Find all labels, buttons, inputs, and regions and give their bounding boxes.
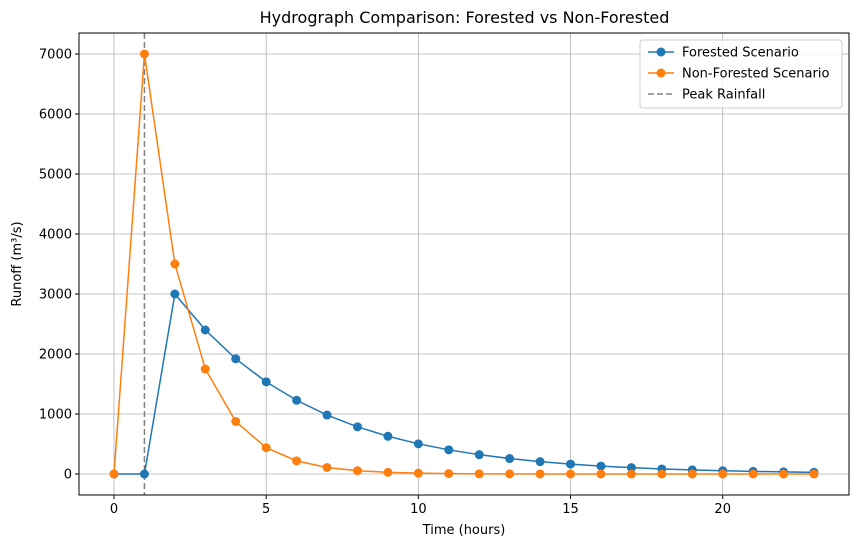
data-point xyxy=(596,461,606,471)
data-point xyxy=(109,469,119,479)
data-point xyxy=(200,364,210,374)
data-point xyxy=(413,468,423,478)
data-point xyxy=(474,450,484,460)
series-line xyxy=(113,53,814,475)
y-tick-label: 1000 xyxy=(39,408,72,423)
legend-swatch-marker xyxy=(656,68,666,78)
y-axis-label: Runoff (m³/s) xyxy=(10,221,25,306)
plot-frame xyxy=(78,32,850,496)
data-point xyxy=(170,289,180,299)
data-point xyxy=(626,469,636,479)
data-point xyxy=(261,377,271,387)
data-point xyxy=(383,431,393,441)
data-point xyxy=(413,439,423,449)
legend-box xyxy=(639,39,843,109)
data-point xyxy=(626,463,636,473)
data-point xyxy=(261,443,271,453)
data-point xyxy=(474,469,484,479)
data-point xyxy=(505,454,515,464)
data-point xyxy=(444,445,454,455)
plot-area xyxy=(78,32,850,496)
grid-lines xyxy=(79,33,849,495)
data-point xyxy=(292,456,302,466)
data-point xyxy=(322,410,332,420)
data-point xyxy=(383,467,393,477)
y-axis: 0 1000 2000 3000 4000 5000 6000 7000 xyxy=(39,48,79,483)
x-tick-label: 20 xyxy=(714,502,731,517)
data-point xyxy=(200,325,210,335)
x-tick-label: 15 xyxy=(562,502,579,517)
legend-swatch-marker xyxy=(656,47,666,57)
x-tick-label: 0 xyxy=(110,502,118,517)
data-point xyxy=(657,469,667,479)
legend-label: Non-Forested Scenario xyxy=(682,67,829,82)
chart-title: Hydrograph Comparison: Forested vs Non-F… xyxy=(260,8,670,27)
data-point xyxy=(139,49,149,59)
data-point xyxy=(535,457,545,467)
data-point xyxy=(718,469,728,479)
data-point xyxy=(322,462,332,472)
data-point xyxy=(292,395,302,405)
data-point xyxy=(596,469,606,479)
x-tick-label: 10 xyxy=(410,502,427,517)
y-tick-label: 4000 xyxy=(39,228,72,243)
data-point xyxy=(170,259,180,269)
y-tick-label: 5000 xyxy=(39,168,72,183)
data-point xyxy=(352,466,362,476)
data-point xyxy=(139,469,149,479)
plot-background xyxy=(79,33,849,495)
y-tick-label: 3000 xyxy=(39,288,72,303)
data-point xyxy=(779,469,789,479)
data-point xyxy=(566,469,576,479)
data-point xyxy=(444,469,454,479)
series-1 xyxy=(109,49,819,479)
data-point xyxy=(809,469,819,479)
y-tick-label: 7000 xyxy=(39,48,72,63)
x-tick-label: 5 xyxy=(262,502,270,517)
data-point xyxy=(687,469,697,479)
y-tick-label: 2000 xyxy=(39,348,72,363)
data-point xyxy=(231,354,241,364)
data-point xyxy=(566,459,576,469)
data-point xyxy=(505,469,515,479)
legend-label: Peak Rainfall xyxy=(682,88,765,103)
data-point xyxy=(352,422,362,432)
legend: Forested Scenario Non-Forested Scenario Pe… xyxy=(639,39,843,109)
series-line xyxy=(114,292,815,475)
data-point xyxy=(535,469,545,479)
legend-label: Forested Scenario xyxy=(682,46,799,61)
x-axis-label: Time (hours) xyxy=(422,523,506,538)
y-tick-label: 6000 xyxy=(39,108,72,123)
x-axis: 0 5 10 15 20 xyxy=(110,495,731,517)
data-point xyxy=(231,417,241,426)
data-point xyxy=(748,469,758,479)
series-layer xyxy=(109,49,819,479)
y-tick-label: 0 xyxy=(64,468,72,483)
